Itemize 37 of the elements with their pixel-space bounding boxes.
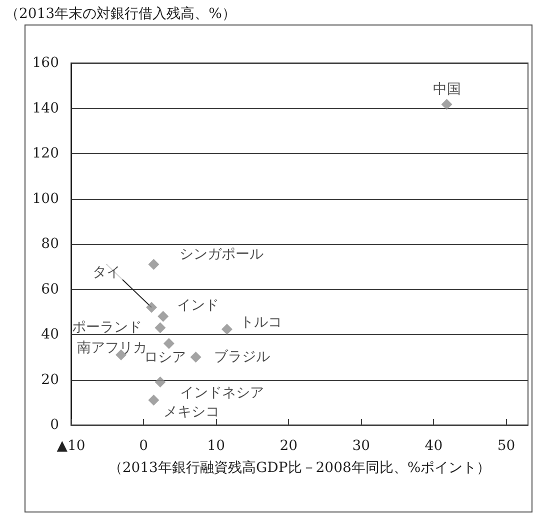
annotation: インド bbox=[177, 297, 220, 314]
point bbox=[148, 394, 160, 406]
point bbox=[148, 258, 160, 270]
x-tick-label: 0 bbox=[139, 438, 148, 454]
y-tick-label: 80 bbox=[41, 236, 59, 252]
annotation: トルコ bbox=[240, 314, 282, 330]
point bbox=[441, 98, 452, 110]
point bbox=[190, 352, 202, 363]
x-tick-label: 40 bbox=[424, 438, 443, 454]
point bbox=[163, 338, 174, 350]
y-tick-label: 60 bbox=[41, 281, 59, 298]
point bbox=[154, 376, 166, 388]
y-tick-label: 100 bbox=[32, 190, 59, 207]
y-tick-label: 140 bbox=[32, 100, 59, 116]
annotation: シンガポール bbox=[180, 246, 264, 262]
point bbox=[146, 302, 158, 313]
annotation: ブラジル bbox=[214, 349, 270, 366]
annotation: メキシコ bbox=[164, 404, 220, 420]
x-tick-label: ▲10 bbox=[56, 438, 86, 454]
annotation: 中国 bbox=[432, 81, 461, 98]
y-tick-label: 40 bbox=[41, 326, 59, 342]
point bbox=[154, 322, 166, 334]
point bbox=[221, 324, 232, 335]
y-tick-label: 0 bbox=[50, 417, 59, 433]
annotation: タイ bbox=[92, 264, 121, 280]
y-tick-label: 20 bbox=[41, 372, 59, 388]
x-tick-label: 20 bbox=[280, 438, 298, 454]
x-tick-label: 10 bbox=[207, 438, 225, 454]
x-tick-label: 50 bbox=[497, 438, 516, 454]
point bbox=[158, 310, 169, 322]
annotation: インドネシア bbox=[180, 385, 264, 402]
x-axis-title: （2013年銀行融資残高GDP比－2008年同比、%ポイント） bbox=[108, 460, 491, 476]
x-tick-label: 30 bbox=[352, 438, 370, 454]
y-tick-label: 160 bbox=[32, 55, 59, 71]
chart-title: （2013年末の対銀行借入残高、%） bbox=[5, 6, 236, 22]
annotation: ポーランド bbox=[72, 320, 142, 336]
y-tick-label: 120 bbox=[32, 146, 59, 162]
